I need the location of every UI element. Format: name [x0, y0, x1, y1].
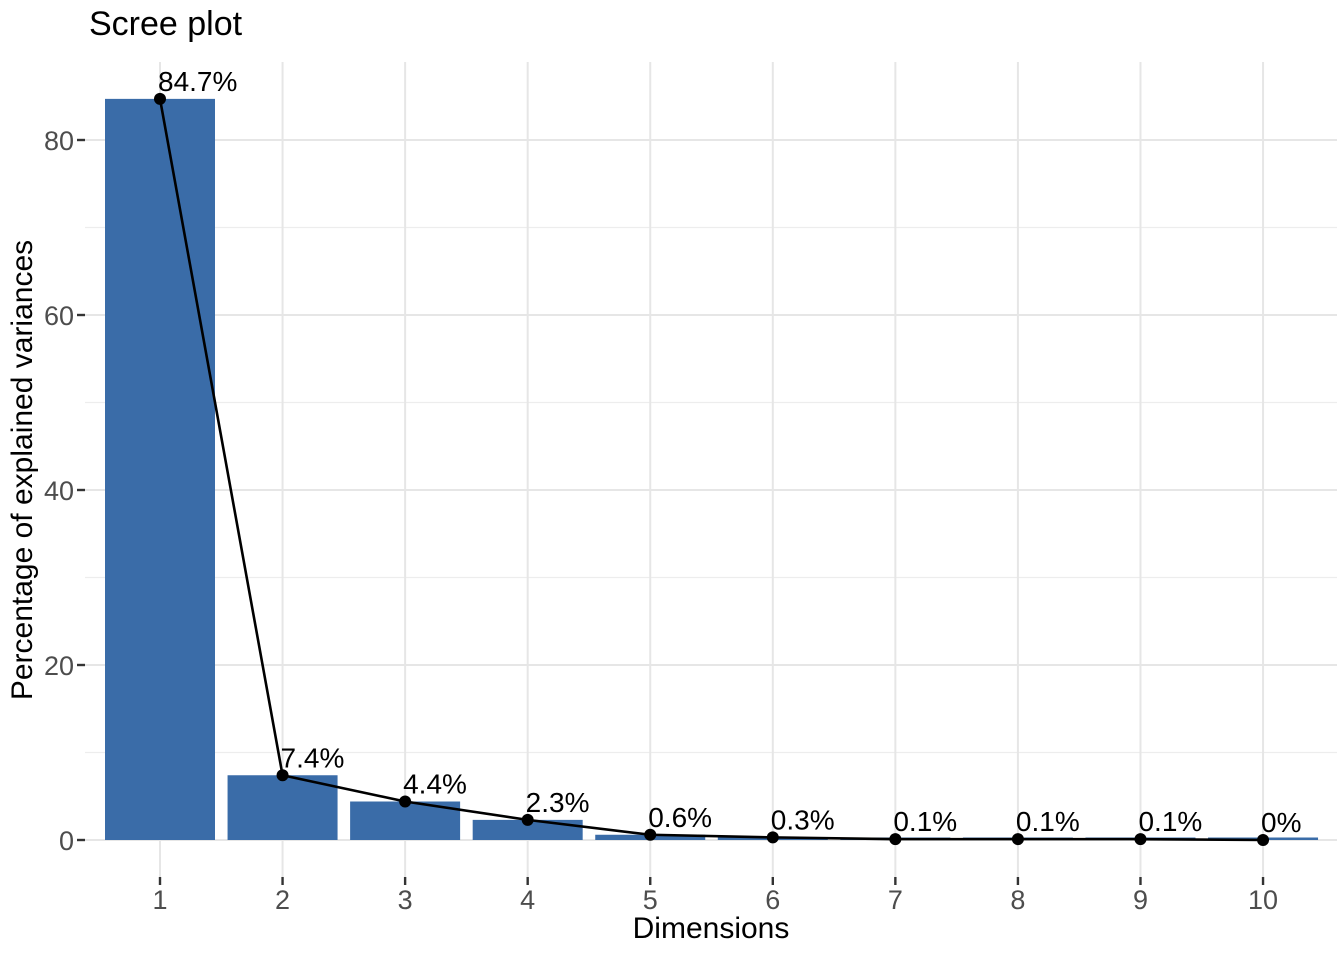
x-tick-label: 8 — [1010, 885, 1025, 915]
value-label: 0.1% — [1016, 806, 1080, 837]
x-tick-label: 6 — [765, 885, 780, 915]
x-tick-label: 10 — [1248, 885, 1278, 915]
bar — [105, 98, 215, 840]
data-point — [1257, 834, 1270, 846]
data-point — [766, 831, 779, 844]
y-tick-label: 0 — [59, 826, 74, 856]
y-tick-label: 80 — [44, 126, 74, 156]
data-point — [276, 769, 289, 782]
bar — [472, 819, 583, 840]
value-label: 84.7% — [158, 66, 237, 97]
x-axis-title: Dimensions — [632, 912, 790, 945]
x-tick-label: 2 — [275, 885, 290, 915]
x-tick-label: 9 — [1133, 885, 1148, 915]
data-point — [521, 813, 534, 826]
x-tick-label: 5 — [643, 885, 658, 915]
data-point — [399, 795, 412, 808]
y-tick-label: 60 — [44, 301, 74, 331]
x-tick-label: 4 — [520, 885, 535, 915]
value-label: 0% — [1261, 807, 1301, 838]
x-tick-label: 1 — [152, 885, 167, 915]
data-point — [1134, 833, 1147, 846]
value-label: 2.3% — [526, 787, 590, 818]
value-label: 0.1% — [1138, 806, 1202, 837]
bar — [227, 775, 338, 840]
value-label: 0.6% — [648, 802, 712, 833]
value-label: 0.1% — [893, 806, 957, 837]
y-tick-label: 20 — [44, 651, 74, 681]
value-label: 0.3% — [771, 804, 835, 835]
data-point — [889, 833, 902, 846]
value-label: 4.4% — [403, 769, 467, 800]
y-tick-label: 40 — [44, 476, 74, 506]
value-label: 7.4% — [281, 742, 345, 773]
data-point — [644, 828, 657, 841]
trend-line — [158, 98, 1264, 842]
data-point — [154, 92, 166, 105]
x-tick-label: 7 — [888, 885, 903, 915]
chart-title: Scree plot — [89, 5, 243, 43]
data-point — [1011, 833, 1024, 846]
x-tick-label: 3 — [398, 885, 413, 915]
